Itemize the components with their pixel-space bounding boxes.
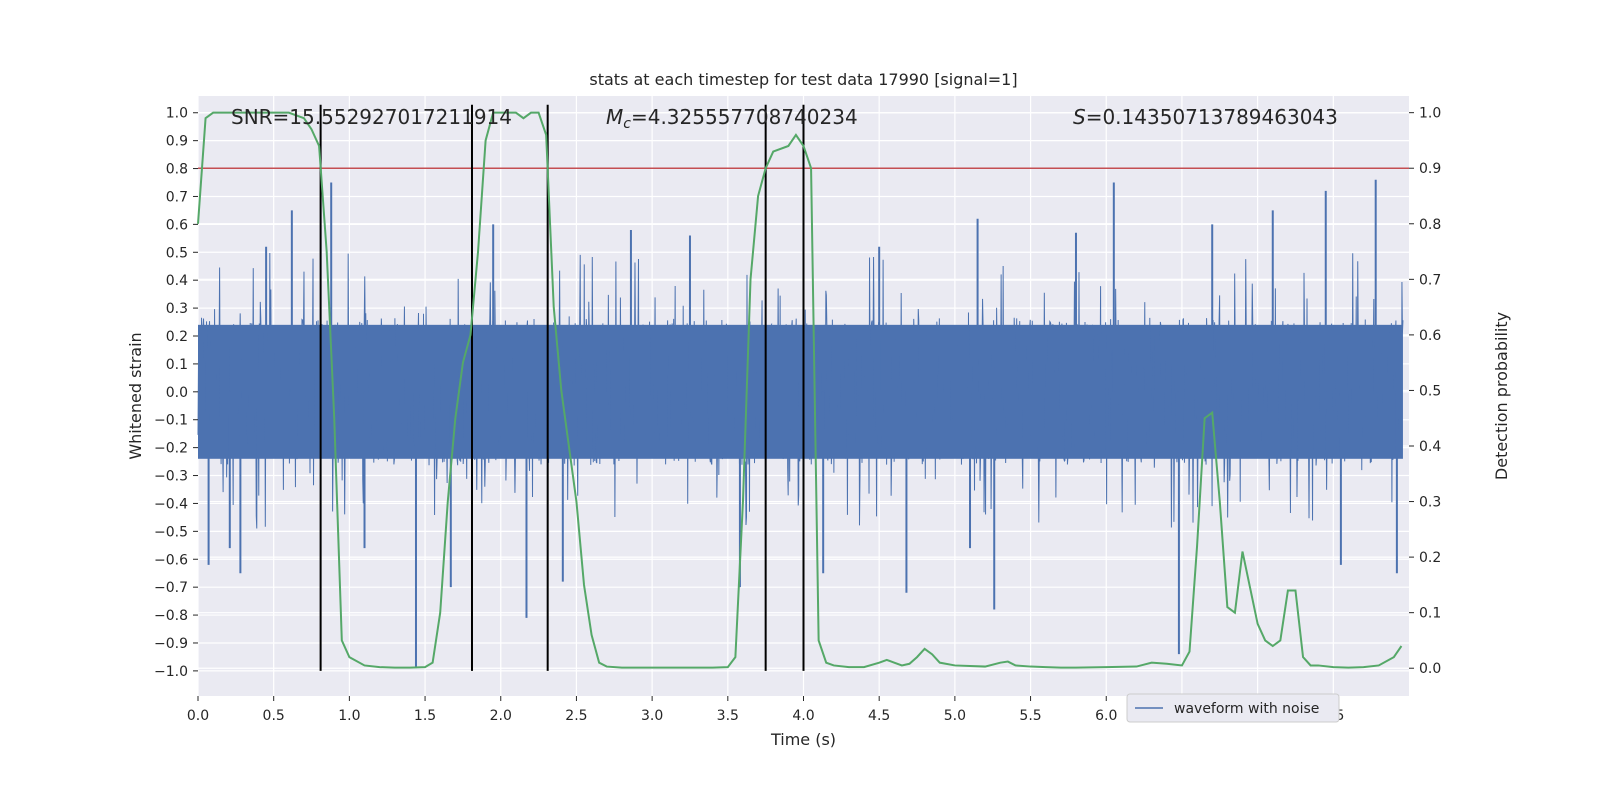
y-tick-label: −0.3 — [154, 469, 188, 485]
y-right-tick-label: 0.9 — [1419, 161, 1441, 177]
y-right-tick-label: 0.1 — [1419, 606, 1441, 622]
waveform-series — [197, 179, 1404, 669]
y-axis-left: −1.0 −0.9 −0.8 −0.7 −0.6 −0.5 −0.4 −0.3 −0.2 −0.1… — [154, 106, 198, 680]
x-tick-label: 0.5 — [263, 708, 285, 724]
y-right-tick-label: 0.7 — [1419, 272, 1441, 288]
s-symbol: S — [1073, 105, 1086, 129]
y-tick-label: −0.6 — [154, 552, 188, 568]
y-tick-label: 0.9 — [166, 134, 188, 150]
chirp-mass-annotation: Mc=4.325557708740234 — [606, 105, 858, 132]
y-tick-label: −0.4 — [154, 496, 188, 512]
y-tick-label: 1.0 — [166, 106, 188, 122]
x-axis-label: Time (s) — [770, 730, 836, 749]
y-tick-label: 0.0 — [166, 385, 188, 401]
x-tick-label: 2.0 — [490, 708, 512, 724]
y-right-tick-label: 0.0 — [1419, 661, 1441, 677]
legend-entry-waveform: waveform with noise — [1174, 701, 1319, 717]
y-tick-label: 0.8 — [166, 162, 188, 178]
probability-line — [197, 111, 1403, 669]
x-tick-label: 6.0 — [1095, 708, 1117, 724]
y-tick-label: −1.0 — [154, 664, 188, 680]
mc-value: =4.325557708740234 — [631, 105, 858, 129]
y-tick-label: −0.7 — [154, 580, 188, 596]
x-tick-label: 1.5 — [414, 708, 436, 724]
x-tick-label: 3.0 — [641, 708, 663, 724]
x-tick-label: 2.5 — [565, 708, 587, 724]
x-tick-label: 4.0 — [792, 708, 814, 724]
y-tick-label: −0.5 — [154, 524, 188, 540]
overlay-layer — [197, 104, 1409, 671]
y-axis-right: 0.0 0.1 0.2 0.3 0.4 0.5 0.6 0.7 0.8 0.9 1.0 — [1409, 106, 1441, 677]
x-tick-label: 5.5 — [1019, 708, 1041, 724]
y-tick-label: 0.2 — [166, 329, 188, 345]
y-tick-label: 0.6 — [166, 217, 188, 233]
y-right-tick-label: 0.2 — [1419, 550, 1441, 566]
legend-box — [1126, 693, 1340, 723]
mc-symbol: M — [606, 105, 623, 129]
y-right-tick-label: 0.5 — [1419, 383, 1441, 399]
y-right-tick-label: 0.8 — [1419, 217, 1441, 233]
y-right-tick-label: 0.6 — [1419, 328, 1441, 344]
y-tick-label: −0.1 — [154, 413, 188, 429]
y-tick-label: 0.1 — [166, 357, 188, 373]
snr-annotation: SNR=15.552927017211914 — [231, 105, 512, 129]
x-tick-label: 0.0 — [187, 708, 209, 724]
waveform-line — [197, 252, 1404, 529]
y-tick-label: 0.5 — [166, 245, 188, 261]
x-tick-label: 5.0 — [944, 708, 966, 724]
y-right-tick-label: 0.4 — [1419, 439, 1441, 455]
chart-title: stats at each timestep for test data 179… — [589, 70, 1017, 89]
y-tick-label: 0.4 — [166, 273, 188, 289]
mc-subscript: c — [623, 116, 631, 132]
y-tick-label: −0.9 — [154, 636, 188, 652]
y-right-tick-label: 0.3 — [1419, 495, 1441, 511]
s-annotation: S=0.14350713789463043 — [1073, 105, 1338, 129]
y-axis-label: Whitened strain — [126, 332, 145, 459]
y-right-tick-label: 1.0 — [1419, 106, 1441, 122]
legend: waveform with noise — [1126, 693, 1340, 723]
x-tick-label: 1.0 — [338, 708, 360, 724]
s-value: =0.14350713789463043 — [1086, 105, 1338, 129]
y-tick-label: −0.2 — [154, 441, 188, 457]
y-axis-label-right: Detection probability — [1492, 312, 1511, 480]
y-tick-label: 0.3 — [166, 301, 188, 317]
x-tick-label: 3.5 — [717, 708, 739, 724]
y-tick-label: −0.8 — [154, 608, 188, 624]
y-tick-label: 0.7 — [166, 189, 188, 205]
x-tick-label: 4.5 — [868, 708, 890, 724]
